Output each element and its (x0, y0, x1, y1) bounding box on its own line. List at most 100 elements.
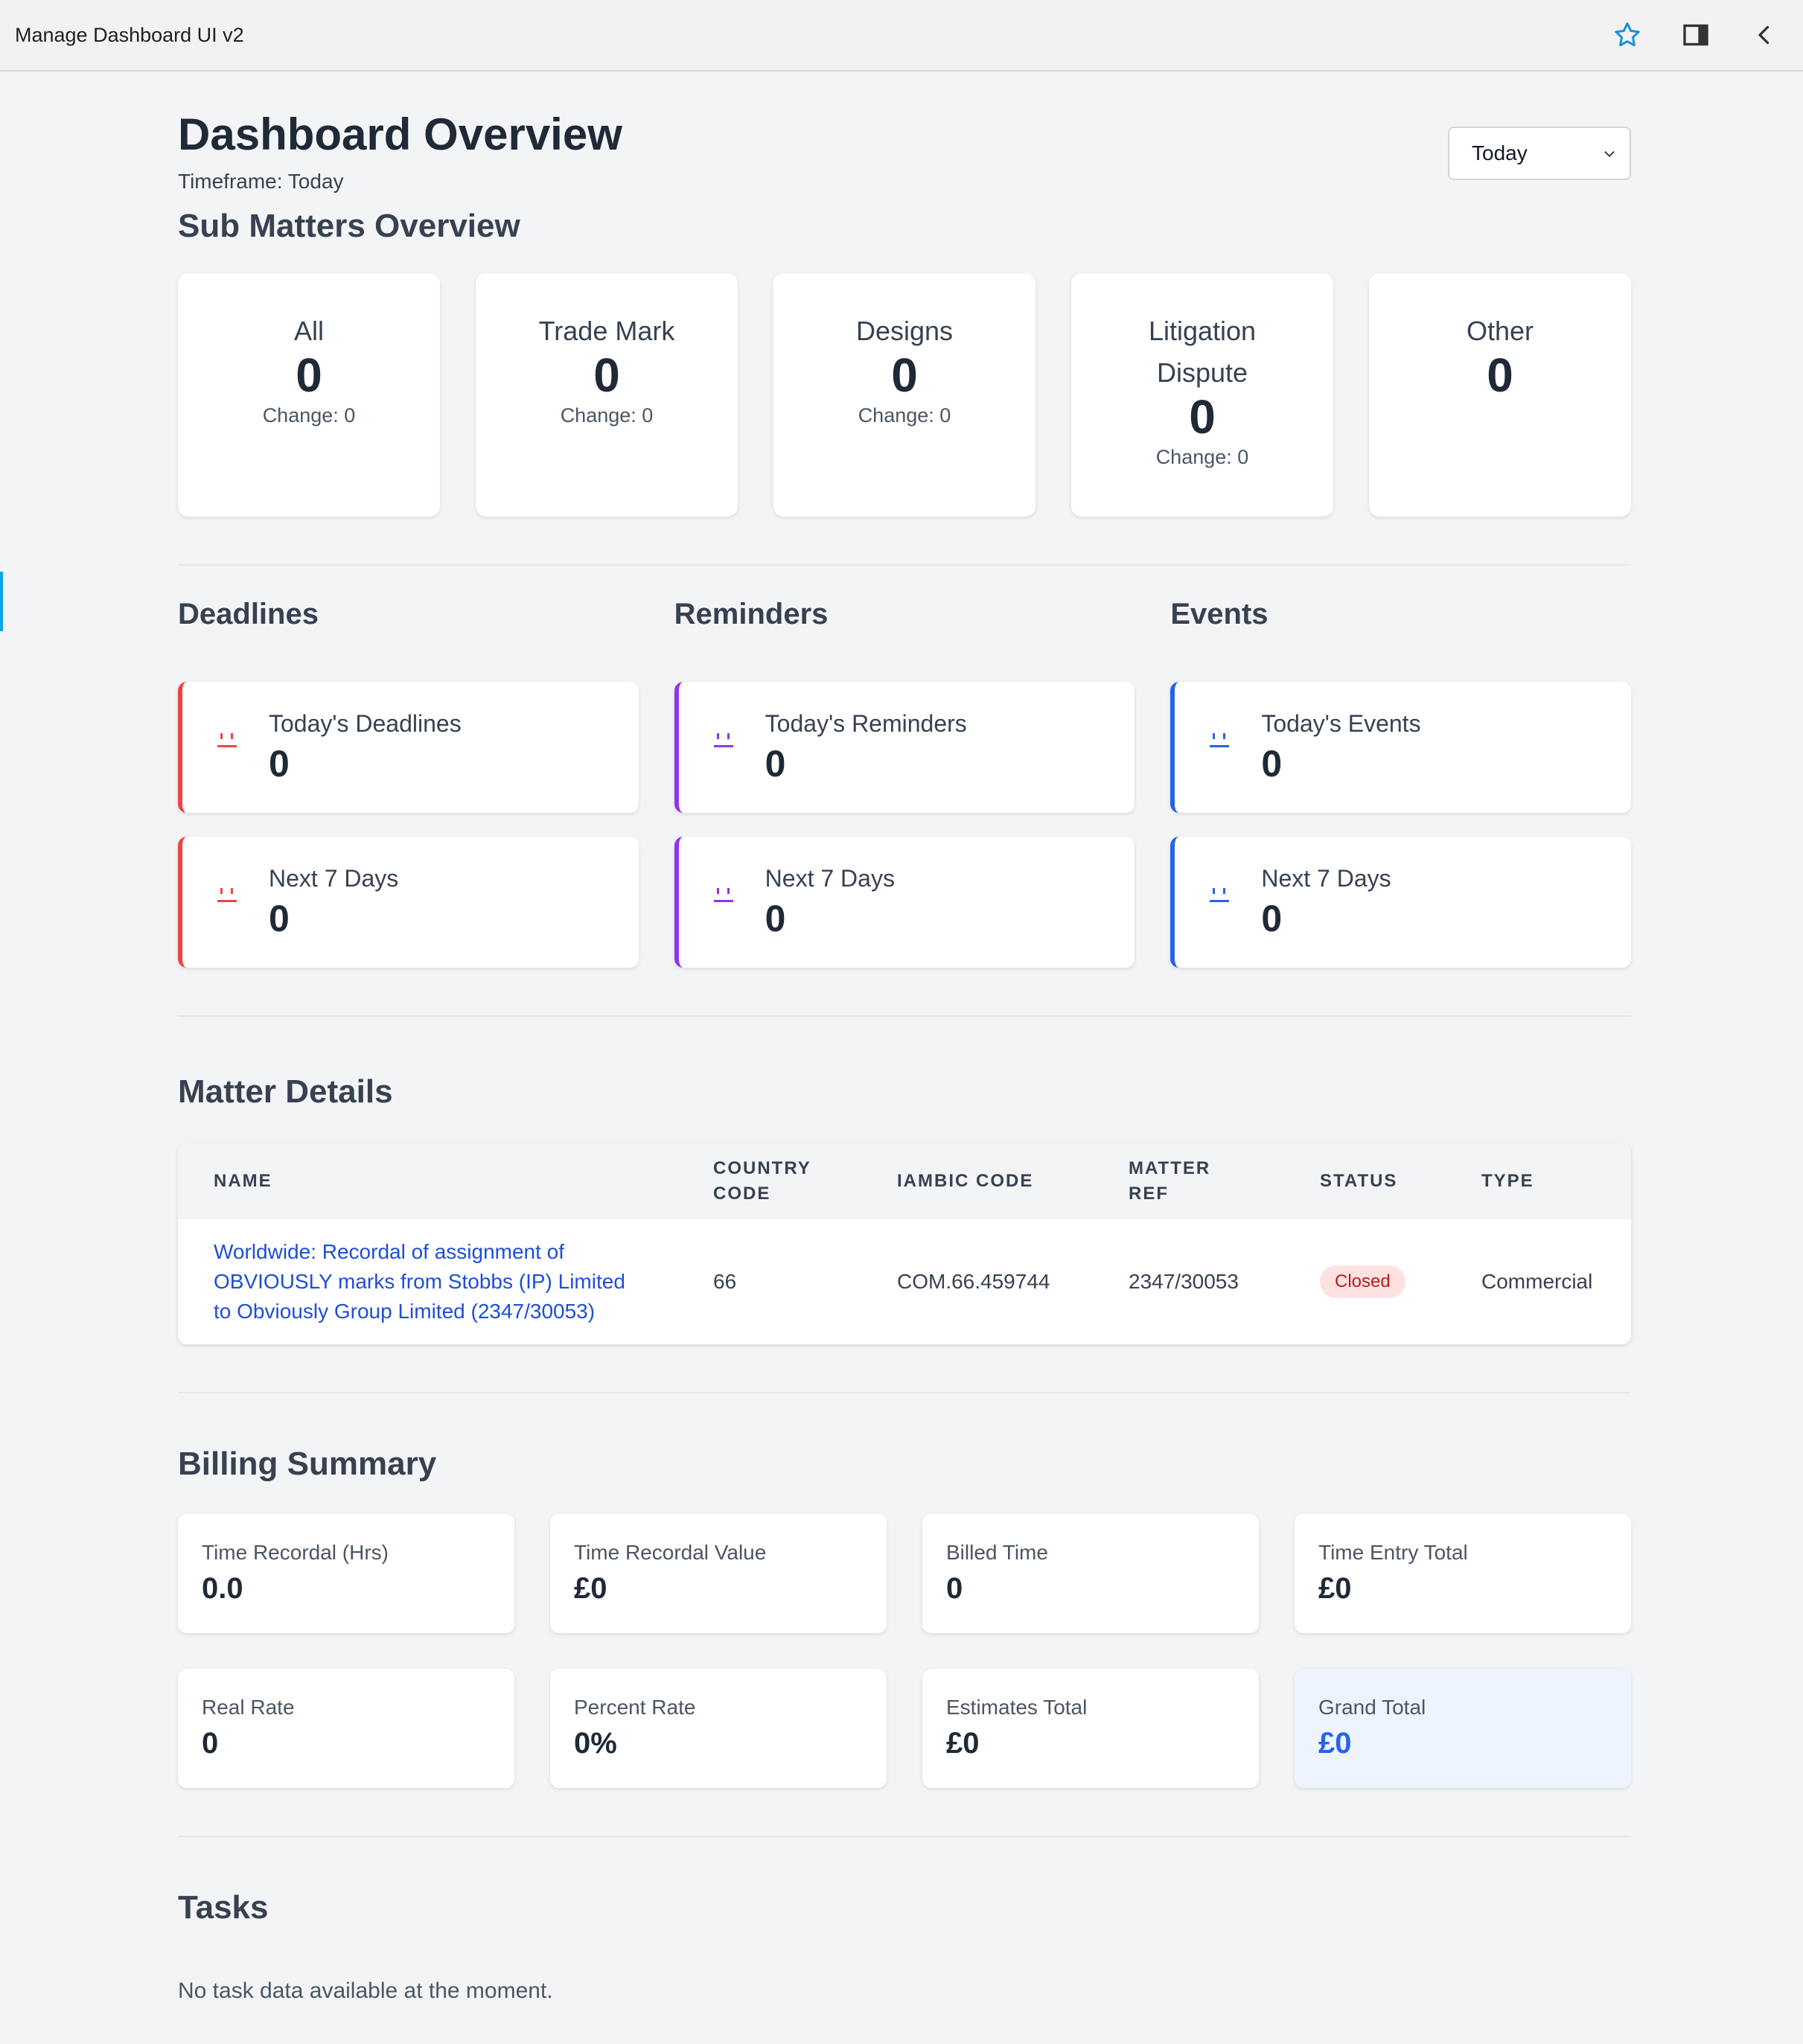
tasks-empty-message: No task data available at the moment. (178, 1978, 553, 2003)
billing-value: 0% (574, 1727, 617, 1760)
sub-matters-title: Sub Matters Overview (178, 208, 520, 244)
sub-matter-card-other[interactable]: Other 0 (1369, 273, 1631, 517)
todays-events-card[interactable]: Today's Events 0 (1170, 682, 1632, 813)
sidebar-panel-icon[interactable] (1679, 19, 1712, 51)
table-row: Worldwide: Recordal of assignment of OBV… (178, 1219, 1631, 1344)
deadline-icon (217, 733, 237, 747)
cell-country-code: 66 (713, 1270, 737, 1293)
cell-status: Closed (1284, 1219, 1446, 1344)
billing-card-estimates-total: Estimates Total £0 (922, 1669, 1259, 1788)
billing-label: Billed Time (946, 1541, 1048, 1564)
billing-value: £0 (1318, 1727, 1352, 1760)
stat-value: 0 (269, 897, 290, 939)
page-title: Dashboard Overview (178, 109, 622, 159)
event-icon (1210, 733, 1230, 747)
sub-matter-change: Change: 0 (262, 404, 356, 427)
next-7-days-events-card[interactable]: Next 7 Days 0 (1170, 837, 1632, 968)
todays-reminders-card[interactable]: Today's Reminders 0 (674, 682, 1135, 813)
billing-value: 0 (202, 1727, 219, 1760)
stat-label: Next 7 Days (1261, 864, 1391, 892)
billing-card-real-rate: Real Rate 0 (178, 1669, 514, 1788)
matter-link[interactable]: Worldwide: Recordal of assignment of OBV… (214, 1240, 625, 1323)
sub-matter-card-designs[interactable]: Designs 0 Change: 0 (773, 273, 1035, 517)
sub-matter-label: Designs (855, 316, 954, 346)
todays-deadlines-card[interactable]: Today's Deadlines 0 (178, 682, 639, 813)
next-7-days-reminders-card[interactable]: Next 7 Days 0 (674, 837, 1135, 968)
billing-label: Real Rate (202, 1696, 295, 1719)
sub-matter-label: Trade Mark (538, 316, 675, 346)
column-header-type: TYPE (1481, 1171, 1534, 1191)
stat-label: Today's Deadlines (269, 709, 462, 737)
stat-label: Next 7 Days (269, 864, 399, 892)
tasks-title: Tasks (178, 1889, 269, 1926)
billing-value: 0.0 (202, 1572, 243, 1605)
column-header-status: STATUS (1320, 1171, 1398, 1191)
billing-label: Grand Total (1318, 1696, 1426, 1719)
cell-iambic-code: COM.66.459744 (897, 1270, 1050, 1293)
events-section: Events Today's Events 0 Next 7 Days 0 (1170, 566, 1632, 968)
deadlines-title: Deadlines (178, 598, 319, 630)
sub-matter-change: Change: 0 (560, 404, 654, 427)
column-header-iambic-code: IAMBIC CODE (897, 1171, 1034, 1191)
billing-summary-grid: Time Recordal (Hrs) 0.0 Time Recordal Va… (178, 1514, 1631, 1788)
billing-value: £0 (946, 1727, 980, 1760)
billing-card-time-recordal-hrs: Time Recordal (Hrs) 0.0 (178, 1514, 514, 1633)
billing-label: Time Entry Total (1318, 1541, 1468, 1564)
sub-matter-count: 0 (1487, 348, 1513, 402)
section-divider (178, 1392, 1631, 1393)
reminders-section: Reminders Today's Reminders 0 Next 7 Day… (674, 566, 1135, 968)
sub-matter-change: Change: 0 (1155, 446, 1249, 468)
billing-label: Time Recordal (Hrs) (202, 1541, 389, 1564)
section-divider (178, 1836, 1631, 1837)
next-7-days-deadlines-card[interactable]: Next 7 Days 0 (178, 837, 639, 968)
stat-label: Today's Reminders (765, 709, 967, 737)
left-edge-indicator (0, 572, 3, 631)
sub-matter-count: 0 (1189, 390, 1216, 444)
sub-matter-label: All (293, 316, 324, 346)
sub-matters-cards: All 0 Change: 0 Trade Mark 0 Change: 0 D… (178, 273, 1631, 517)
dashboard-header: Dashboard Overview Timeframe: Today Toda… (178, 71, 1631, 202)
sub-matter-count: 0 (296, 348, 322, 402)
cell-type: Commercial (1481, 1270, 1593, 1293)
column-header-line: COUNTRY (713, 1158, 811, 1178)
column-header-name: NAME (214, 1171, 272, 1191)
timeframe-select[interactable]: Today (1448, 127, 1631, 180)
dashboard-content: Dashboard Overview Timeframe: Today Toda… (178, 71, 1632, 2004)
column-header-line: CODE (713, 1184, 771, 1204)
billing-card-time-entry-total: Time Entry Total £0 (1295, 1514, 1631, 1633)
column-header-country-code: COUNTRY CODE (677, 1143, 861, 1219)
matter-details-title: Matter Details (178, 1073, 393, 1110)
sub-matter-count: 0 (593, 348, 620, 402)
window-titlebar: Manage Dashboard UI v2 (0, 0, 1803, 71)
event-icon (1210, 888, 1230, 902)
section-divider (178, 1015, 1631, 1017)
reminders-title: Reminders (674, 598, 829, 630)
sub-matter-label: Other (1466, 316, 1534, 346)
stat-label: Next 7 Days (765, 864, 895, 892)
chevron-left-icon[interactable] (1748, 19, 1781, 51)
timeframe-label: Timeframe: Today (178, 170, 344, 193)
column-header-line: MATTER (1129, 1158, 1211, 1178)
stat-value: 0 (765, 897, 786, 939)
billing-label: Time Recordal Value (574, 1541, 767, 1564)
stat-value: 0 (1261, 742, 1283, 785)
billing-summary-title: Billing Summary (178, 1446, 437, 1482)
matter-details-table: NAME COUNTRY CODE IAMBIC CODE MATTER REF… (178, 1143, 1631, 1344)
reminder-icon (713, 733, 733, 747)
deadline-icon (217, 888, 237, 902)
reminder-icon (713, 888, 733, 902)
billing-card-grand-total: Grand Total £0 (1295, 1669, 1631, 1788)
section-divider (178, 564, 1631, 566)
sub-matter-card-trade-mark[interactable]: Trade Mark 0 Change: 0 (476, 273, 738, 517)
billing-value: £0 (574, 1572, 607, 1605)
sub-matter-card-all[interactable]: All 0 Change: 0 (178, 273, 440, 517)
sub-matter-card-litigation-dispute[interactable]: Litigation Dispute 0 Change: 0 (1071, 273, 1333, 517)
billing-label: Percent Rate (574, 1696, 696, 1719)
timeframe-select-value: Today (1472, 141, 1528, 165)
billing-value: 0 (946, 1572, 963, 1605)
stat-value: 0 (1261, 897, 1283, 939)
app-title: Manage Dashboard UI v2 (15, 23, 244, 46)
cell-matter-ref: 2347/30053 (1129, 1270, 1239, 1293)
star-icon[interactable] (1611, 19, 1644, 51)
stat-value: 0 (269, 742, 290, 785)
